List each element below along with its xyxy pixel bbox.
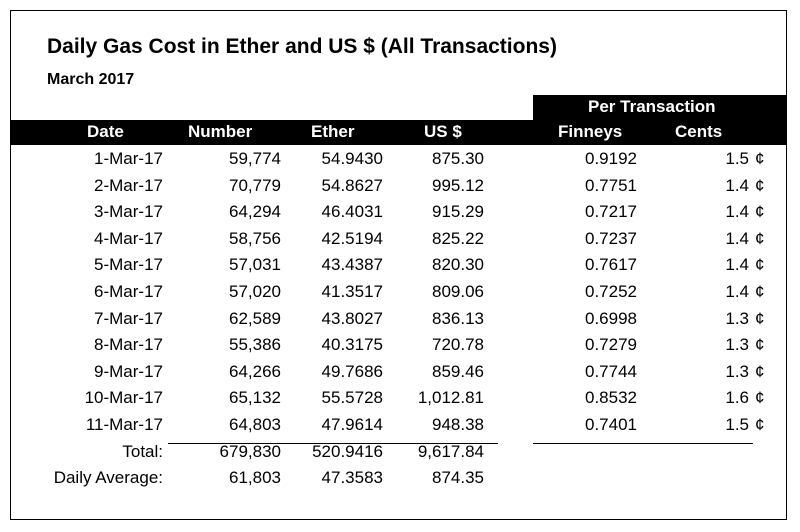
column-header-number: Number <box>188 122 253 141</box>
cent-symbol: ¢ <box>755 255 765 275</box>
cell-cents: 1.4 <box>725 255 749 275</box>
cell-finneys: 0.7217 <box>585 202 637 222</box>
cell-date: 7-Mar-17 <box>94 308 163 328</box>
per-transaction-header-bar <box>533 95 787 120</box>
cell-date: 11-Mar-17 <box>85 415 163 434</box>
cent-symbol: ¢ <box>755 308 765 328</box>
page-title: Daily Gas Cost in Ether and US $ (All Tr… <box>47 35 557 58</box>
cell-cents: 1.4 <box>725 282 749 301</box>
cell-date: 3-Mar-17 <box>94 202 163 222</box>
cell-ether: 43.8027 <box>321 308 383 328</box>
cell-ether: 47.9614 <box>321 415 383 434</box>
cell-finneys: 0.7237 <box>585 228 637 248</box>
cell-usd: 720.78 <box>432 335 484 355</box>
column-header-ether: Ether <box>311 122 355 141</box>
cell-number: 58,756 <box>229 228 281 248</box>
cell-cents: 1.3 <box>725 308 749 328</box>
cell-usd: 859.46 <box>432 361 484 381</box>
column-header-usd: US $ <box>424 122 462 141</box>
cell-ether: 41.3517 <box>321 282 383 301</box>
totals-usd: 9,617.84 <box>417 441 484 461</box>
totals-number: 679,830 <box>219 441 281 461</box>
cent-symbol: ¢ <box>755 228 765 248</box>
cent-symbol: ¢ <box>755 202 765 222</box>
cell-cents: 1.4 <box>725 202 749 222</box>
cell-usd: 836.13 <box>432 308 484 328</box>
cent-symbol: ¢ <box>755 282 765 301</box>
cent-symbol: ¢ <box>755 175 765 195</box>
cell-ether: 49.7686 <box>321 361 383 381</box>
cell-ether: 55.5728 <box>321 388 383 408</box>
cell-usd: 820.30 <box>432 255 484 275</box>
cell-cents: 1.4 <box>725 228 749 248</box>
cell-finneys: 0.7252 <box>585 282 637 301</box>
cent-symbol: ¢ <box>755 335 765 355</box>
cent-symbol: ¢ <box>755 361 765 381</box>
cell-usd: 915.29 <box>432 202 484 222</box>
cell-cents: 1.4 <box>725 175 749 195</box>
cell-ether: 46.4031 <box>321 202 383 222</box>
cell-usd: 948.38 <box>432 415 484 434</box>
totals-usd: 874.35 <box>432 468 484 488</box>
cell-number: 59,774 <box>229 149 281 168</box>
cell-date: 10-Mar-17 <box>84 388 163 408</box>
cell-ether: 54.8627 <box>321 175 383 195</box>
totals-rule <box>168 443 498 444</box>
cell-cents: 1.3 <box>725 335 749 355</box>
totals-ether: 47.3583 <box>321 468 383 488</box>
cent-symbol: ¢ <box>755 149 765 168</box>
cell-number: 65,132 <box>229 388 281 408</box>
cell-number: 55,386 <box>229 335 281 355</box>
totals-label: Daily Average: <box>53 468 163 488</box>
cell-finneys: 0.7744 <box>585 361 637 381</box>
totals-ether: 520.9416 <box>312 441 383 461</box>
cell-finneys: 0.8532 <box>585 388 637 408</box>
cell-finneys: 0.6998 <box>585 308 637 328</box>
cell-finneys: 0.7751 <box>585 175 637 195</box>
cell-usd: 825.22 <box>432 228 484 248</box>
cell-cents: 1.3 <box>725 361 749 381</box>
cell-usd: 995.12 <box>432 175 484 195</box>
cell-date: 8-Mar-17 <box>94 335 163 355</box>
cell-ether: 40.3175 <box>321 335 383 355</box>
totals-number: 61,803 <box>229 468 281 488</box>
cell-cents: 1.6 <box>725 388 749 408</box>
table-frame <box>10 10 787 520</box>
cell-finneys: 0.7279 <box>585 335 637 355</box>
cell-date: 6-Mar-17 <box>94 282 163 301</box>
cell-ether: 42.5194 <box>321 228 383 248</box>
cell-number: 64,266 <box>229 361 281 381</box>
cent-symbol: ¢ <box>755 415 765 434</box>
cell-usd: 875.30 <box>432 149 484 168</box>
cell-finneys: 0.9192 <box>585 149 637 168</box>
cell-finneys: 0.7617 <box>585 255 637 275</box>
cell-usd: 1,012.81 <box>417 388 484 408</box>
cell-cents: 1.5 <box>725 415 749 434</box>
cell-number: 70,779 <box>229 175 281 195</box>
totals-label: Total: <box>122 441 163 461</box>
cell-number: 64,294 <box>229 202 281 222</box>
cell-date: 9-Mar-17 <box>94 361 163 381</box>
per-transaction-rule <box>533 443 753 444</box>
cell-cents: 1.5 <box>725 149 749 168</box>
cell-number: 57,031 <box>229 255 281 275</box>
cent-symbol: ¢ <box>755 388 765 408</box>
column-header-bar <box>10 120 787 145</box>
column-header-date: Date <box>87 122 124 141</box>
per-transaction-header: Per Transaction <box>588 97 716 116</box>
cell-date: 4-Mar-17 <box>94 228 163 248</box>
cell-number: 57,020 <box>229 282 281 301</box>
column-header-finneys: Finneys <box>558 122 623 141</box>
cell-number: 64,803 <box>229 415 281 434</box>
column-header-cents: Cents <box>675 122 723 141</box>
cell-usd: 809.06 <box>432 282 484 301</box>
cell-finneys: 0.7401 <box>585 415 637 434</box>
cell-date: 1-Mar-17 <box>94 149 163 168</box>
cell-date: 2-Mar-17 <box>94 175 163 195</box>
page-subtitle: March 2017 <box>47 71 135 88</box>
cell-number: 62,589 <box>229 308 281 328</box>
cell-ether: 54.9430 <box>321 149 383 168</box>
cell-ether: 43.4387 <box>321 255 383 275</box>
cell-date: 5-Mar-17 <box>94 255 163 275</box>
